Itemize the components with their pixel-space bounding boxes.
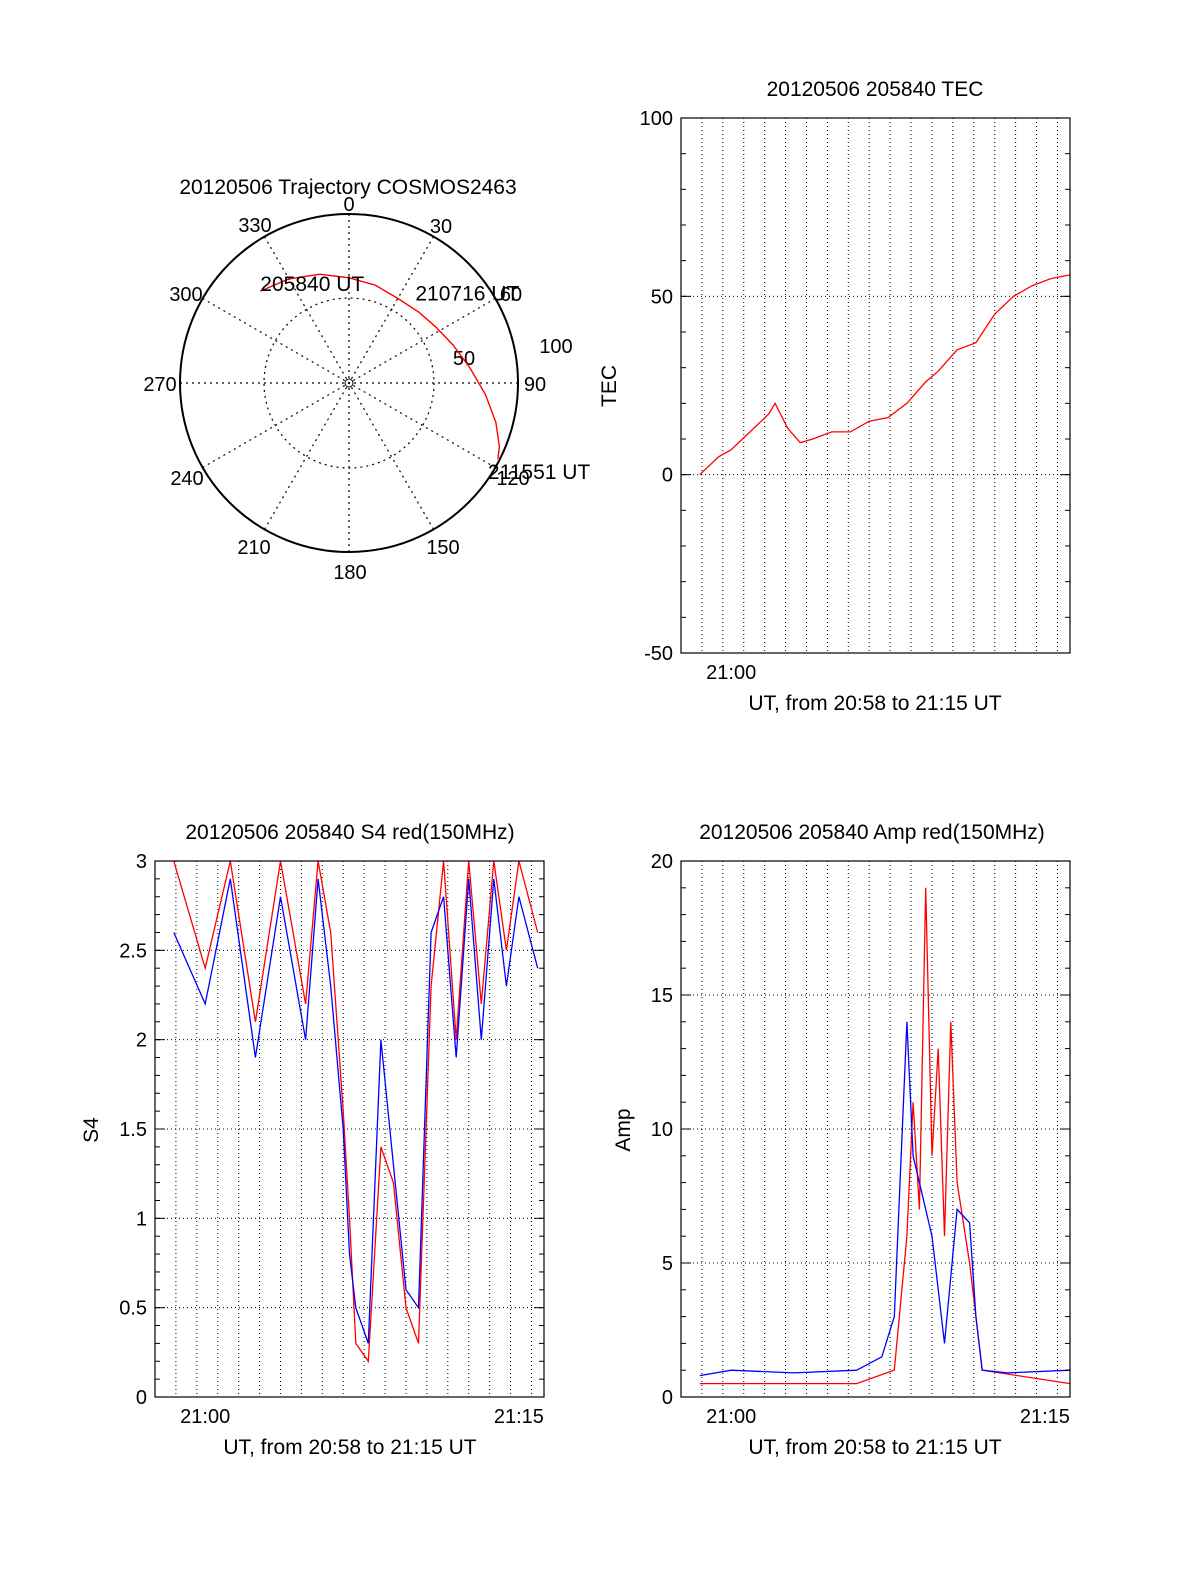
x-tick-label: 21:00: [706, 662, 756, 684]
tec-series: [699, 274, 1071, 476]
tec-title: 20120506 205840 TEC: [767, 78, 984, 101]
y-tick-label: 20: [651, 851, 673, 873]
polar-azimuth-label: 330: [238, 215, 271, 237]
y-tick-label: 2.5: [119, 940, 147, 962]
trajectory-line: [260, 273, 501, 459]
y-tick-label: 0: [662, 1387, 673, 1409]
y-tick-label: 10: [651, 1119, 673, 1141]
y-tick-label: 15: [651, 985, 673, 1007]
amp-series: [699, 887, 1071, 1385]
tec-axes: -50 0 50 100 21:00: [640, 108, 1071, 684]
y-tick-label: 1.5: [119, 1119, 147, 1141]
polar-azimuth-label: 240: [170, 468, 203, 490]
s4-xlabel: UT, from 20:58 to 21:15 UT: [223, 1436, 476, 1459]
trajectory-title: 20120506 Trajectory COSMOS2463: [179, 176, 516, 199]
y-tick-label: 100: [640, 108, 673, 130]
s4-title: 20120506 205840 S4 red(150MHz): [185, 821, 514, 844]
polar-trajectory: 205840 UT 210716 UT 211551 UT: [260, 273, 590, 484]
series-line-0: [699, 274, 1071, 476]
trajectory-polar-panel: 20120506 Trajectory COSMOS2463 0 30 60 90 12…: [143, 176, 590, 584]
amp-panel: 20120506 205840 Amp red(150MHz) UT, from…: [612, 821, 1071, 1459]
y-tick-label: 3: [136, 851, 147, 873]
series-line-0: [699, 887, 1071, 1385]
tec-grid: [681, 118, 1070, 653]
x-tick-label: 21:00: [706, 1406, 756, 1428]
x-tick-label: 21:00: [180, 1406, 230, 1428]
polar-azimuth-label: 180: [333, 562, 366, 584]
tec-ylabel: TEC: [598, 365, 621, 407]
trajectory-annotation: 211551 UT: [488, 461, 591, 484]
polar-center: [344, 378, 354, 388]
amp-axes: 0 5 10 15 20 21:00 21:15: [651, 851, 1071, 1428]
polar-grid: [179, 213, 519, 553]
polar-azimuth-label: 210: [237, 537, 270, 559]
y-tick-label: 0.5: [119, 1298, 147, 1320]
polar-azimuth-label: 30: [430, 216, 452, 238]
polar-azimuth-label: 120: [496, 468, 529, 490]
polar-azimuth-label: 60: [500, 284, 522, 306]
x-tick-label: 21:15: [1020, 1406, 1070, 1428]
y-tick-label: 0: [662, 465, 673, 487]
tec-xlabel: UT, from 20:58 to 21:15 UT: [748, 692, 1001, 715]
y-tick-label: 2: [136, 1030, 147, 1052]
plot-frame: [680, 860, 1071, 1398]
series-line-1: [699, 1021, 1071, 1377]
polar-azimuth-label: 150: [426, 537, 459, 559]
polar-azimuth-label: 300: [169, 284, 202, 306]
x-tick-label: 21:15: [494, 1406, 544, 1428]
trajectory-annotation: 210716 UT: [415, 283, 519, 306]
polar-azimuth-label: 270: [143, 374, 176, 396]
plot-frame: [154, 860, 545, 1398]
y-tick-label: -50: [644, 643, 673, 665]
series-line-1: [173, 878, 539, 1344]
amp-ylabel: Amp: [612, 1108, 635, 1151]
polar-azimuth-label: 0: [343, 194, 354, 216]
amp-xlabel: UT, from 20:58 to 21:15 UT: [748, 1436, 1001, 1459]
trajectory-annotation: 205840 UT: [260, 273, 364, 296]
amp-grid: [681, 861, 1070, 1397]
s4-ylabel: S4: [80, 1117, 103, 1143]
plot-frame: [680, 117, 1071, 654]
s4-panel: 20120506 205840 S4 red(150MHz) UT, from …: [80, 821, 545, 1459]
s4-axes: 0 0.5 1 1.5 2 2.5 3 21:00 21:15: [119, 851, 545, 1428]
y-tick-label: 50: [651, 286, 673, 308]
polar-spoke: [263, 236, 435, 530]
amp-title: 20120506 205840 Amp red(150MHz): [699, 821, 1045, 844]
polar-azimuth-label: 90: [524, 374, 546, 396]
s4-grid: [155, 861, 544, 1397]
tec-panel: 20120506 205840 TEC UT, from 20:58 to 21…: [598, 78, 1071, 715]
y-tick-label: 1: [136, 1208, 147, 1230]
y-tick-label: 0: [136, 1387, 147, 1409]
polar-elevation-label: 100: [539, 336, 572, 358]
y-tick-label: 5: [662, 1253, 673, 1275]
